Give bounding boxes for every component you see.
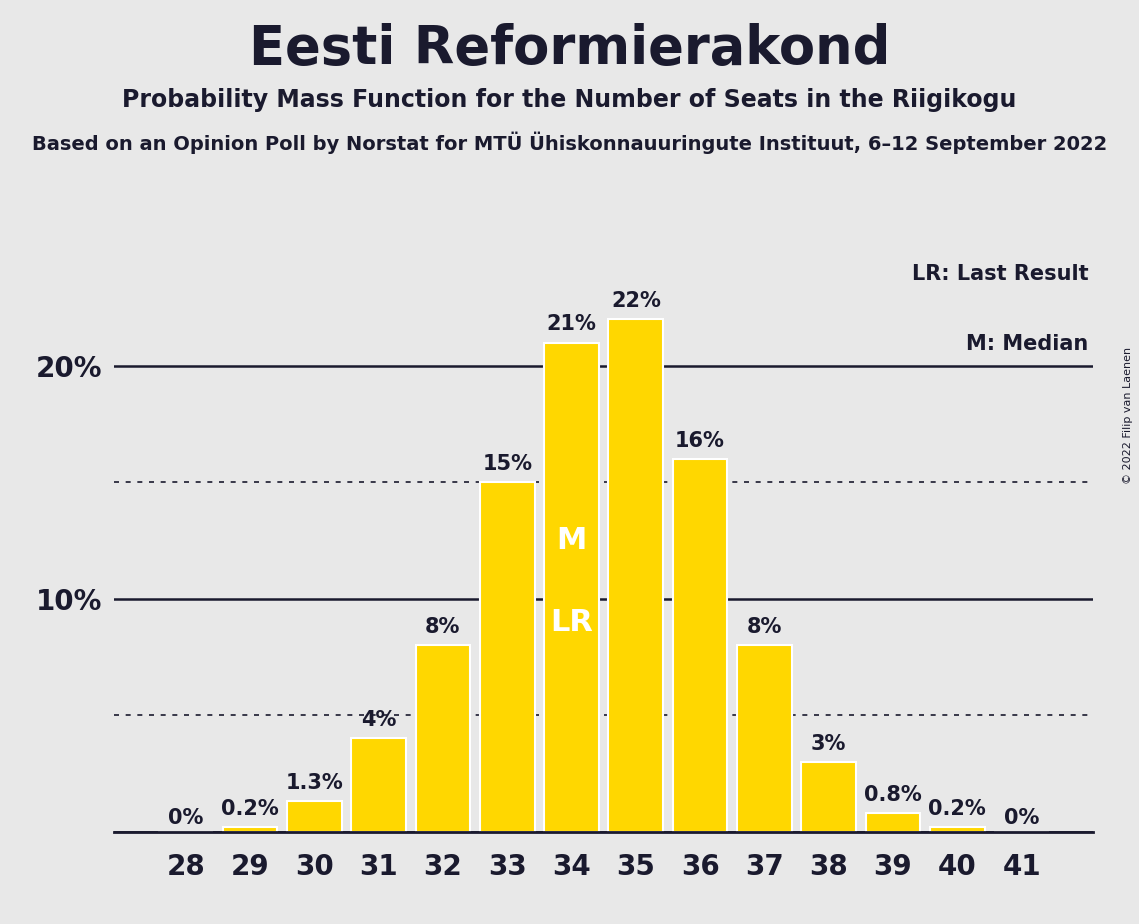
Text: Eesti Reformierakond: Eesti Reformierakond xyxy=(248,23,891,75)
Text: 21%: 21% xyxy=(547,314,597,334)
Text: © 2022 Filip van Laenen: © 2022 Filip van Laenen xyxy=(1123,347,1133,484)
Text: 4%: 4% xyxy=(361,711,396,730)
Text: Based on an Opinion Poll by Norstat for MTÜ Ühiskonnauuringute Instituut, 6–12 S: Based on an Opinion Poll by Norstat for … xyxy=(32,131,1107,153)
Bar xyxy=(737,645,792,832)
Bar xyxy=(544,343,599,832)
Bar xyxy=(802,761,857,832)
Bar xyxy=(223,827,278,832)
Bar xyxy=(866,813,920,832)
Text: 3%: 3% xyxy=(811,734,846,754)
Text: 15%: 15% xyxy=(482,455,532,474)
Text: 0.2%: 0.2% xyxy=(928,798,986,819)
Text: 22%: 22% xyxy=(611,291,661,311)
Bar xyxy=(416,645,470,832)
Text: LR: LR xyxy=(550,608,593,637)
Bar xyxy=(351,738,405,832)
Bar xyxy=(673,459,728,832)
Bar xyxy=(608,320,663,832)
Text: LR: Last Result: LR: Last Result xyxy=(912,264,1089,284)
Text: 8%: 8% xyxy=(425,617,460,638)
Bar xyxy=(929,827,984,832)
Text: 16%: 16% xyxy=(675,431,726,451)
Text: Probability Mass Function for the Number of Seats in the Riigikogu: Probability Mass Function for the Number… xyxy=(122,88,1017,112)
Text: 0%: 0% xyxy=(169,808,204,828)
Bar xyxy=(480,482,534,832)
Bar xyxy=(287,801,342,832)
Text: M: M xyxy=(556,526,587,555)
Text: 0.8%: 0.8% xyxy=(865,784,921,805)
Text: M: Median: M: Median xyxy=(966,334,1089,354)
Text: 1.3%: 1.3% xyxy=(286,773,343,793)
Text: 0%: 0% xyxy=(1003,808,1039,828)
Text: 8%: 8% xyxy=(747,617,782,638)
Text: 0.2%: 0.2% xyxy=(221,798,279,819)
